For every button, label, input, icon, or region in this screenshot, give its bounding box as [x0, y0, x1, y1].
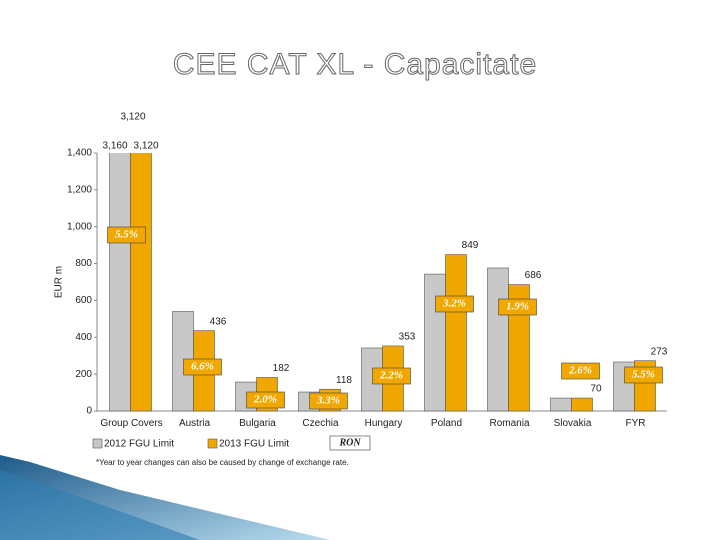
annotation-box: [329, 435, 371, 451]
bar: [130, 153, 152, 412]
change-box: [107, 226, 146, 244]
y-tick-label: 0: [86, 406, 92, 417]
x-tick-label: Austria: [178, 418, 211, 429]
chart-title: CEE CAT XL - Capacitate: [173, 48, 537, 81]
bar: [445, 254, 467, 412]
x-tick-label-box: Austria: [178, 418, 211, 429]
plot: [109, 153, 656, 412]
x-tick-label: Poland: [430, 418, 463, 429]
y-tick-label: 1,400: [67, 148, 92, 159]
x-tick-label-box: FYR: [625, 418, 646, 429]
data-label: 686: [525, 270, 542, 281]
data-label: 849: [462, 240, 479, 251]
change-box: [183, 358, 222, 376]
change-label: 2.0%: [253, 394, 277, 406]
x-tick-label-box: Group Covers: [100, 418, 163, 429]
legend-swatch: [207, 438, 218, 449]
change-label: 6.6%: [191, 361, 214, 373]
change-label: 2.6%: [568, 365, 592, 377]
change-label: 2.2%: [379, 370, 403, 382]
annotation: RON: [338, 437, 361, 448]
change-box: [498, 298, 537, 316]
change-box: [624, 366, 663, 384]
x-tick-label: FYR: [625, 418, 646, 429]
data-label: 118: [336, 375, 352, 386]
y-tick-label: 1,000: [67, 221, 92, 232]
x-tick-label: Romania: [489, 418, 530, 429]
bar: [550, 397, 572, 412]
x-tick-label: Slovakia: [553, 418, 592, 429]
x-tick-label-box: Slovakia: [553, 418, 592, 429]
bar: [571, 397, 593, 412]
bar: [109, 153, 131, 412]
y-tick-label: 800: [75, 258, 92, 269]
data-label: 436: [210, 316, 227, 327]
change-label: 5.5%: [115, 229, 138, 241]
x-tick-label: Bulgaria: [239, 418, 276, 429]
x-tick-label-box: Romania: [489, 418, 530, 429]
x-tick-label: Hungary: [364, 418, 403, 429]
footnote: *Year to year changes can also be caused…: [96, 458, 349, 467]
change-box: [309, 392, 348, 410]
change-label: 1.9%: [506, 301, 529, 313]
data-label: 182: [273, 363, 290, 374]
y-tick-label: 200: [75, 369, 92, 380]
x-tick-label: Group Covers: [100, 418, 163, 429]
y-axis-label: EUR m: [54, 266, 65, 298]
data-label: 3,160: [102, 141, 127, 152]
y-tick-label: 1,200: [67, 184, 92, 195]
change-label: 3.2%: [442, 298, 466, 310]
decoration: [0, 470, 200, 540]
x-tick-label-box: Hungary: [364, 418, 403, 429]
legend-label: 2012 FGU Limit: [104, 439, 174, 450]
bar: [424, 273, 446, 412]
change-box: [435, 295, 474, 313]
data-label: 70: [590, 384, 602, 395]
bar: [508, 284, 530, 412]
legend-swatch: [92, 438, 103, 449]
data-label: 353: [399, 332, 416, 343]
annotation: 3,120: [120, 112, 145, 123]
change-label: 5.5%: [632, 369, 655, 381]
x-tick-label-box: Bulgaria: [239, 418, 276, 429]
y-tick-label: 400: [75, 332, 92, 343]
y-tick-label: 600: [75, 295, 92, 306]
data-label: 273: [651, 346, 668, 357]
change-box: [372, 367, 411, 385]
change-box: [561, 362, 600, 380]
bar: [487, 267, 509, 412]
x-tick-label-box: Czechia: [302, 418, 339, 429]
change-box: [246, 391, 285, 409]
legend-label: 2013 FGU Limit: [219, 439, 289, 450]
x-tick-label-box: Poland: [430, 418, 463, 429]
x-tick-label: Czechia: [302, 418, 339, 429]
data-label: 3,120: [133, 141, 158, 152]
change-label: 3.3%: [316, 395, 340, 407]
